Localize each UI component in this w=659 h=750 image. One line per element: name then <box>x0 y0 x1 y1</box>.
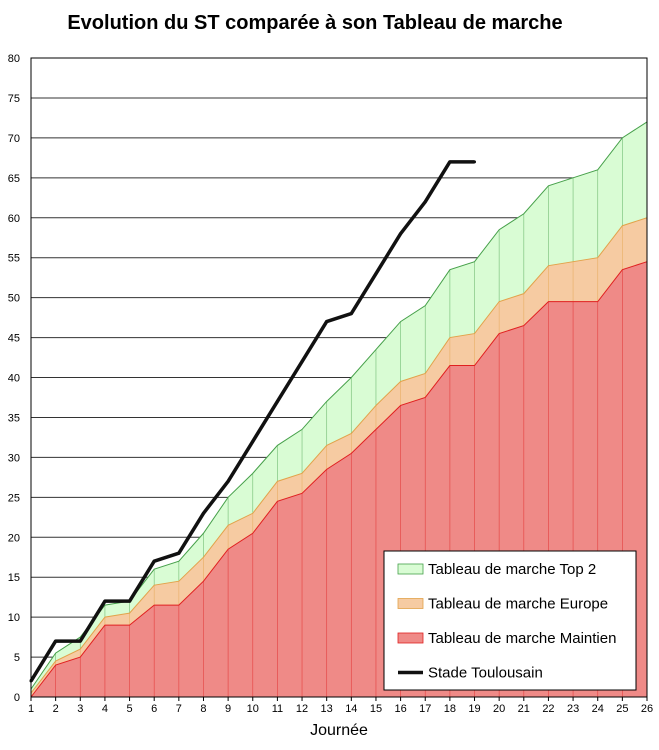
plot-frame <box>30 57 648 698</box>
y-tick-label: 75 <box>8 93 20 105</box>
x-tick-label: 22 <box>542 703 554 715</box>
x-tick-label: 11 <box>272 703 283 715</box>
y-tick-label: 65 <box>8 173 20 185</box>
y-tick-label: 45 <box>8 333 20 345</box>
x-tick-label: 6 <box>151 703 157 715</box>
line-point <box>226 479 230 483</box>
chart-title: Evolution du ST comparée à son Tableau d… <box>67 12 563 34</box>
x-tick-label: 18 <box>444 703 456 715</box>
area-edge <box>30 261 648 698</box>
line-point <box>177 551 181 555</box>
line-point <box>128 599 132 603</box>
y-tick-label: 0 <box>14 692 20 704</box>
x-tick-labels: 1 2 3 4 5 6 7 8 9 10 11 12 13 14 15 16 17 18 19 20 21 22 23 24 2… <box>28 703 653 715</box>
y-tick-label: 25 <box>8 492 20 504</box>
x-tick-label: 5 <box>126 703 132 715</box>
line-point <box>201 511 205 515</box>
x-tick-label: 17 <box>419 703 431 715</box>
x-tick-label: 3 <box>77 703 83 715</box>
line-point <box>54 639 58 643</box>
line-point <box>78 639 82 643</box>
y-tick-label: 20 <box>8 532 20 544</box>
legend-label: Tableau de marche Top 2 <box>428 561 596 578</box>
legend-label: Tableau de marche Europe <box>428 596 608 613</box>
x-tick-label: 24 <box>592 703 604 715</box>
y-tick-label: 15 <box>8 572 20 584</box>
x-tick-label: 9 <box>225 703 231 715</box>
x-tick-label: 20 <box>493 703 505 715</box>
line-point <box>300 360 304 364</box>
y-tick-label: 5 <box>14 652 20 664</box>
area-edge <box>30 217 648 694</box>
x-tick-label: 26 <box>641 703 653 715</box>
y-tick-label: 50 <box>8 293 20 305</box>
x-tick-label: 8 <box>200 703 206 715</box>
line-point <box>103 599 107 603</box>
legend-swatch <box>397 632 424 644</box>
x-tick-label: 15 <box>370 703 382 715</box>
y-tick-labels: 0 5 10 15 20 25 30 35 40 45 50 55 60 65 70 75 80 <box>8 53 20 704</box>
y-tick-label: 40 <box>8 373 20 385</box>
line-point <box>275 399 279 403</box>
line-point <box>251 439 255 443</box>
legend-box <box>383 550 637 691</box>
x-tick-label: 7 <box>176 703 182 715</box>
x-tick-label: 13 <box>321 703 333 715</box>
x-tick-label: 19 <box>468 703 480 715</box>
line-point <box>349 312 353 316</box>
line-point <box>325 320 329 324</box>
axes <box>30 57 648 701</box>
x-tick-label: 25 <box>616 703 628 715</box>
x-tick-label: 10 <box>247 703 259 715</box>
y-tick-label: 55 <box>8 253 20 265</box>
y-tick-label: 70 <box>8 133 20 145</box>
x-axis-label: Journée <box>310 722 368 739</box>
legend: Tableau de marche Top 2 Tableau de marche… <box>383 550 637 691</box>
y-tick-label: 10 <box>8 612 20 624</box>
line-point <box>423 200 427 204</box>
x-tick-label: 14 <box>345 703 357 715</box>
y-tick-label: 30 <box>8 452 20 464</box>
legend-label: Stade Toulousain <box>428 665 543 682</box>
x-tick-label: 21 <box>518 703 530 715</box>
x-tick-label: 12 <box>296 703 308 715</box>
y-tick-label: 35 <box>8 412 20 424</box>
legend-swatch <box>397 598 424 609</box>
line-point <box>473 160 477 164</box>
line-series <box>29 160 477 683</box>
x-tick-label: 1 <box>28 703 34 715</box>
x-tick-label: 4 <box>102 703 108 715</box>
line-point <box>399 232 403 236</box>
y-tick-label: 80 <box>8 53 20 65</box>
legend-label: Tableau de marche Maintien <box>428 630 616 647</box>
line-point <box>374 272 378 276</box>
x-tick-label: 2 <box>53 703 59 715</box>
y-tick-label: 60 <box>8 213 20 225</box>
x-tick-label: 23 <box>567 703 579 715</box>
legend-swatch <box>397 563 424 575</box>
x-tick-label: 16 <box>394 703 406 715</box>
line-point <box>152 559 156 563</box>
line-point <box>448 160 452 164</box>
